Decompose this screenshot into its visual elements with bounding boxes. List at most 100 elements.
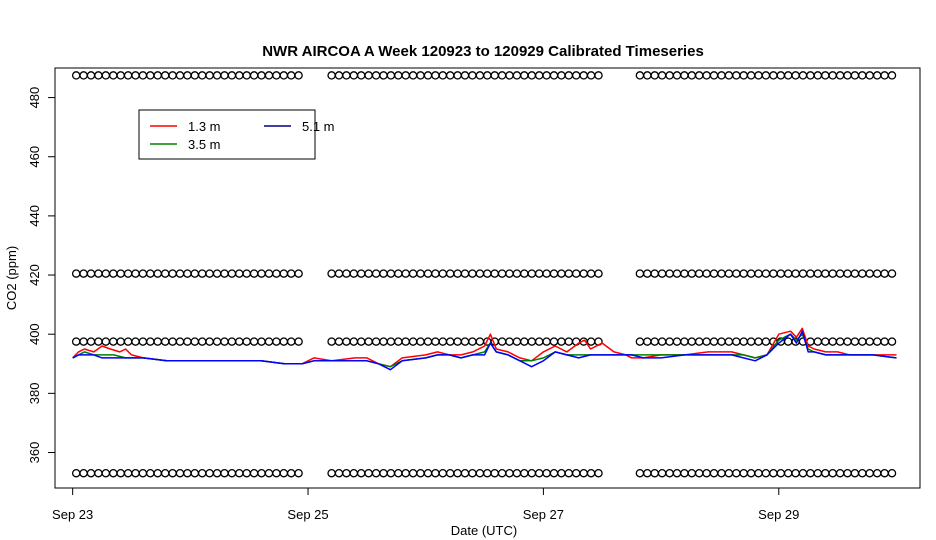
reference-marker-circle	[813, 71, 823, 80]
legend-box	[138, 109, 316, 160]
reference-marker-circle	[512, 337, 522, 346]
reference-marker-circle	[843, 337, 852, 346]
reference-marker-circle	[146, 337, 155, 346]
reference-marker-circle	[212, 269, 222, 278]
reference-marker-circle	[858, 269, 867, 278]
reference-marker-circle	[286, 269, 296, 278]
reference-marker-circle	[79, 269, 88, 278]
reference-marker-circle	[94, 71, 103, 80]
reference-marker-circle	[512, 71, 522, 80]
reference-marker-circle	[571, 269, 581, 278]
reference-marker-circle	[709, 468, 719, 478]
reference-marker-circle	[571, 71, 581, 80]
reference-marker-circle	[665, 337, 674, 346]
reference-marker-circle	[821, 269, 830, 278]
reference-marker-circle	[431, 337, 440, 346]
reference-marker-circle	[497, 269, 507, 278]
reference-marker-circle	[197, 71, 207, 80]
reference-marker-circle	[197, 468, 207, 478]
reference-marker-circle	[865, 269, 874, 278]
reference-marker-circle	[394, 269, 403, 278]
reference-marker-circle	[356, 468, 366, 478]
reference-marker-circle	[717, 269, 726, 278]
reference-marker-circle	[190, 71, 200, 80]
reference-marker-circle	[153, 71, 162, 80]
reference-marker-circle	[806, 71, 815, 80]
reference-marker-circle	[579, 468, 588, 478]
reference-marker-circle	[880, 71, 889, 80]
reference-marker-circle	[732, 71, 741, 80]
legend: 1.3 m 5.1 m 3.5 m	[138, 109, 335, 160]
reference-marker-circle	[746, 337, 756, 346]
reference-marker-circle	[657, 468, 667, 478]
reference-marker-circle	[534, 468, 544, 478]
reference-marker-circle	[672, 468, 682, 478]
reference-marker-circle	[769, 269, 778, 278]
reference-marker-circle	[586, 468, 596, 478]
reference-marker-circle	[257, 269, 266, 278]
reference-marker-circle	[205, 269, 214, 278]
reference-marker-circle	[408, 71, 418, 80]
reference-marker-circle	[401, 71, 410, 80]
y-tick-label: 420	[27, 264, 42, 286]
reference-marker-circle	[153, 468, 162, 478]
reference-marker-circle	[423, 468, 433, 478]
reference-marker-circle	[423, 71, 433, 80]
reference-marker-circle	[205, 71, 214, 80]
reference-marker-circle	[401, 337, 410, 346]
reference-marker-circle	[386, 269, 396, 278]
reference-marker-circle	[364, 269, 373, 278]
reference-marker-circle	[680, 269, 689, 278]
reference-marker-circle	[702, 269, 711, 278]
reference-marker-circle	[364, 71, 373, 80]
reference-marker-circle	[709, 269, 719, 278]
reference-marker-circle	[798, 468, 808, 478]
reference-marker-circle	[453, 71, 462, 80]
reference-marker-circle	[379, 337, 388, 346]
reference-marker-circle	[349, 337, 359, 346]
reference-marker-circle	[394, 468, 403, 478]
reference-marker-circle	[423, 269, 433, 278]
reference-marker-circle	[279, 269, 289, 278]
reference-marker-circle	[635, 468, 645, 478]
reference-marker-circle	[783, 337, 793, 346]
reference-marker-circle	[175, 269, 185, 278]
reference-marker-circle	[220, 337, 229, 346]
reference-marker-circle	[665, 269, 674, 278]
y-axis: 360 380 400 420 440 460 480	[27, 87, 56, 463]
reference-marker-circle	[872, 71, 882, 80]
reference-marker-circle	[564, 468, 574, 478]
reference-marker-circle	[227, 71, 237, 80]
reference-marker-circle	[887, 468, 897, 478]
reference-marker-circle	[534, 269, 544, 278]
reference-marker-circle	[235, 468, 244, 478]
reference-marker-circle	[205, 337, 214, 346]
reference-marker-circle	[702, 468, 711, 478]
reference-marker-circle	[356, 337, 366, 346]
reference-marker-circle	[286, 337, 296, 346]
reference-marker-circle	[754, 269, 763, 278]
reference-marker-circle	[739, 337, 748, 346]
reference-marker-circle	[379, 71, 388, 80]
reference-marker-circle	[858, 468, 867, 478]
reference-marker-circle	[687, 269, 697, 278]
reference-marker-circle	[453, 468, 462, 478]
reference-marker-circle	[408, 468, 418, 478]
reference-marker-circle	[109, 71, 118, 80]
reference-marker-circle	[220, 468, 229, 478]
reference-marker-circle	[754, 71, 763, 80]
reference-marker-circle	[294, 269, 303, 278]
reference-marker-circle	[490, 71, 499, 80]
reference-marker-circle	[512, 269, 522, 278]
reference-marker-circle	[828, 71, 837, 80]
reference-marker-circle	[242, 269, 251, 278]
reference-marker-circle	[71, 468, 81, 478]
reference-marker-circle	[579, 71, 588, 80]
reference-marker-circle	[717, 337, 726, 346]
reference-marker-circle	[527, 337, 537, 346]
reference-marker-circle	[843, 71, 852, 80]
reference-marker-circle	[512, 468, 522, 478]
reference-marker-circle	[776, 468, 786, 478]
y-tick-label: 380	[27, 383, 42, 405]
